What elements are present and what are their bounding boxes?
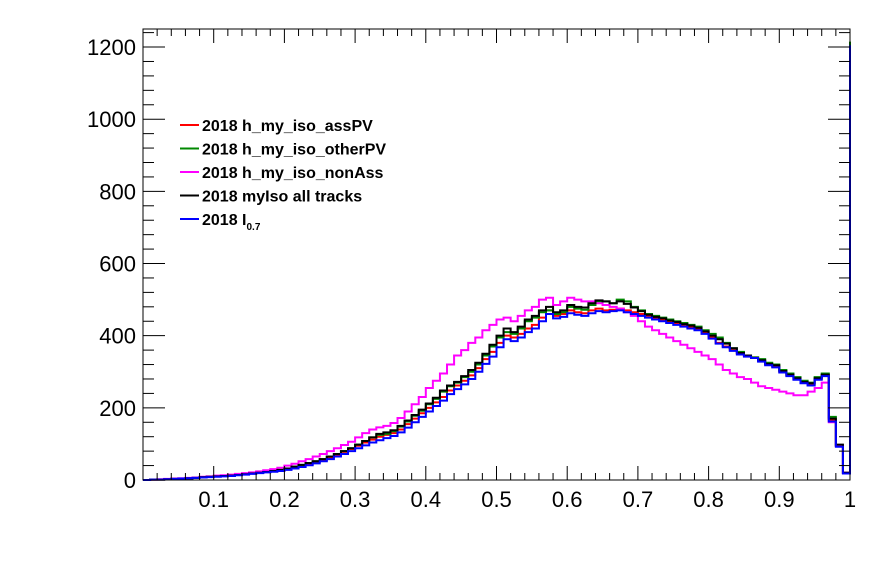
x-tick-label: 0.1 <box>198 487 229 512</box>
x-tick-label: 0.6 <box>552 487 583 512</box>
y-tick-label: 1000 <box>87 107 136 132</box>
y-tick-label: 200 <box>99 396 136 421</box>
legend-label-0: 2018 h_my_iso_assPV <box>202 118 373 135</box>
legend-label-1: 2018 h_my_iso_otherPV <box>202 142 386 159</box>
legend-label-4: 2018 I0.7 <box>202 212 261 233</box>
x-tick-label: 0.2 <box>269 487 300 512</box>
x-tick-label: 0.8 <box>693 487 724 512</box>
y-axis: 0 200 400 600 800 1000 1200 <box>87 32 850 493</box>
x-tick-label: 0.4 <box>411 487 442 512</box>
x-tick-label: 0.3 <box>340 487 371 512</box>
y-tick-label: 0 <box>124 468 136 493</box>
legend-label-2: 2018 h_my_iso_nonAss <box>202 165 384 182</box>
x-tick-label: 0.5 <box>481 487 512 512</box>
y-tick-label: 400 <box>99 324 136 349</box>
x-tick-label: 1 <box>844 487 856 512</box>
y-tick-label: 600 <box>99 252 136 277</box>
series-line-4 <box>143 45 851 481</box>
x-tick-label: 0.9 <box>764 487 795 512</box>
y-tick-label: 800 <box>99 179 136 204</box>
legend-label-3: 2018 myIso all tracks <box>202 189 362 206</box>
series-layer <box>143 41 851 481</box>
legend: 2018 h_my_iso_assPV 2018 h_my_iso_otherPV… <box>180 118 386 233</box>
x-axis: 0.1 0.2 0.3 0.4 0.5 0.6 0.7 0.8 0.9 1 <box>142 29 856 512</box>
x-tick-label: 0.7 <box>623 487 654 512</box>
y-tick-label: 1200 <box>87 35 136 60</box>
